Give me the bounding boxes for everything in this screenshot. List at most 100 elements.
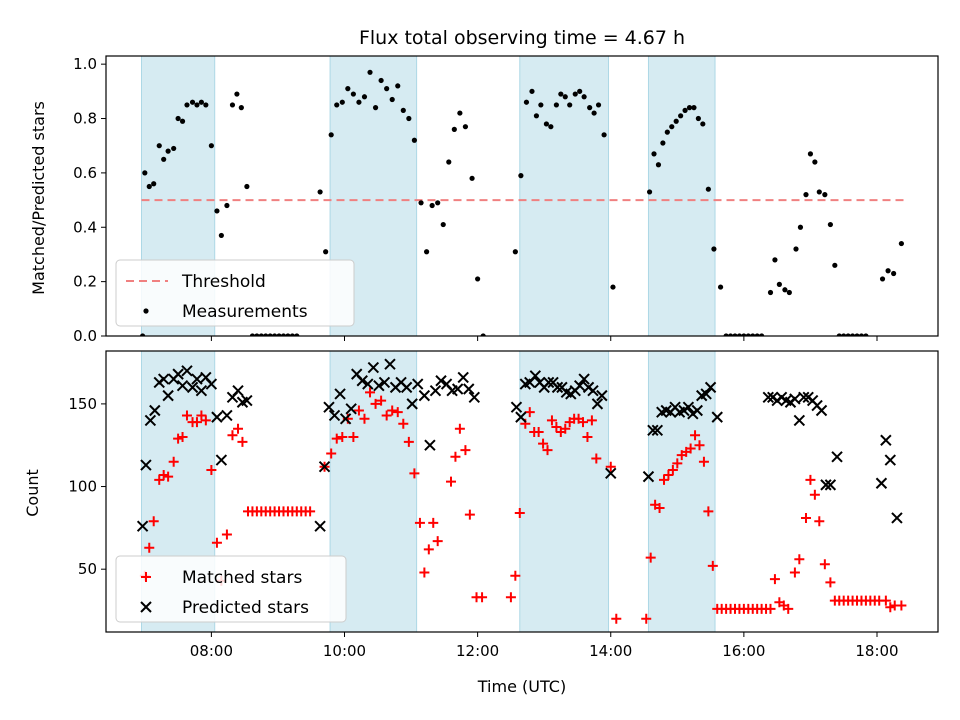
data-point [820, 479, 832, 491]
data-point [824, 479, 837, 491]
data-point [605, 461, 616, 472]
data-point [398, 418, 409, 429]
data-point [694, 440, 705, 451]
data-point [280, 333, 287, 336]
data-point [428, 517, 439, 528]
data-point [686, 105, 693, 111]
data-point [429, 384, 442, 397]
data-point [323, 401, 335, 413]
data-point [429, 202, 435, 209]
data-point [723, 333, 729, 336]
data-point [660, 140, 666, 146]
data-point [745, 333, 751, 336]
data-point [891, 512, 903, 524]
data-point [898, 240, 904, 247]
data-point [885, 268, 891, 274]
data-point [361, 94, 368, 100]
data-point [560, 423, 571, 434]
data-point [578, 373, 590, 385]
data-point [339, 413, 352, 425]
data-point [691, 404, 703, 417]
data-point [567, 102, 573, 108]
data-point [241, 394, 253, 407]
data-point [841, 333, 847, 336]
data-point [177, 431, 188, 442]
data-point [875, 477, 888, 489]
data-point [144, 542, 155, 553]
data-point [205, 378, 218, 390]
data-point [793, 414, 806, 427]
data-point [211, 537, 222, 548]
data-point [863, 333, 869, 336]
data-point [258, 333, 264, 336]
legend-label: Threshold [181, 272, 266, 292]
data-point [797, 224, 804, 230]
data-point [387, 405, 398, 416]
data-point [819, 559, 830, 570]
data-point [149, 404, 161, 417]
data-point [221, 409, 233, 422]
data-point [221, 529, 232, 540]
data-point [168, 456, 179, 467]
data-point [432, 536, 443, 547]
data-point [175, 115, 181, 122]
data-point [163, 471, 174, 482]
data-point [510, 401, 523, 413]
data-point [395, 83, 401, 89]
data-point [435, 375, 447, 387]
y-tick-label: 0.8 [73, 110, 97, 128]
data-point [389, 96, 395, 103]
panel-count: 08:00 10:00 12:00 14:00 16:00 18:00 50 100 150 Ma… [68, 350, 939, 660]
data-point [215, 454, 228, 466]
data-point [586, 415, 597, 426]
legend-label: Matched stars [182, 568, 302, 588]
data-point [206, 465, 217, 476]
data-point [825, 577, 836, 588]
legend-swatch [141, 572, 151, 582]
data-point [678, 113, 684, 119]
data-point [451, 383, 464, 395]
data-point [651, 151, 657, 157]
axes-frame [105, 55, 939, 337]
data-point [543, 121, 550, 127]
panel-ratio: 0.0 0.2 0.4 0.6 0.8 1.0 Threshold Measurements [73, 55, 939, 345]
data-point [673, 118, 679, 124]
chart-title: Flux total observing time = 4.67 h [359, 27, 685, 49]
data-point [345, 403, 357, 415]
data-point [151, 181, 157, 187]
data-point [816, 189, 822, 195]
data-point [682, 401, 695, 413]
data-point [529, 88, 535, 94]
data-point [229, 102, 236, 108]
x-tick-label: 18:00 [855, 642, 898, 660]
data-point [524, 407, 535, 418]
data-point [376, 395, 387, 406]
data-point [176, 380, 189, 392]
data-point [690, 430, 701, 441]
data-point [140, 459, 152, 471]
data-point [707, 560, 718, 571]
legend-swatch [140, 601, 152, 613]
data-point [836, 333, 842, 336]
data-point [523, 99, 530, 105]
data-point [378, 77, 384, 84]
data-point [328, 409, 341, 422]
data-point [691, 105, 697, 111]
data-point [854, 333, 860, 336]
data-point [181, 365, 193, 377]
data-point [326, 448, 337, 459]
data-point [533, 113, 540, 119]
data-point [767, 289, 774, 296]
plot-area [140, 56, 905, 336]
data-point [200, 415, 211, 426]
data-point [144, 414, 157, 427]
data-point [211, 411, 223, 423]
data-point [475, 276, 481, 282]
data-point [419, 567, 430, 578]
data-point [179, 118, 186, 124]
data-point [381, 410, 392, 421]
data-point [672, 458, 683, 469]
data-point [803, 192, 809, 198]
data-point [610, 284, 616, 290]
data-point [409, 468, 420, 479]
